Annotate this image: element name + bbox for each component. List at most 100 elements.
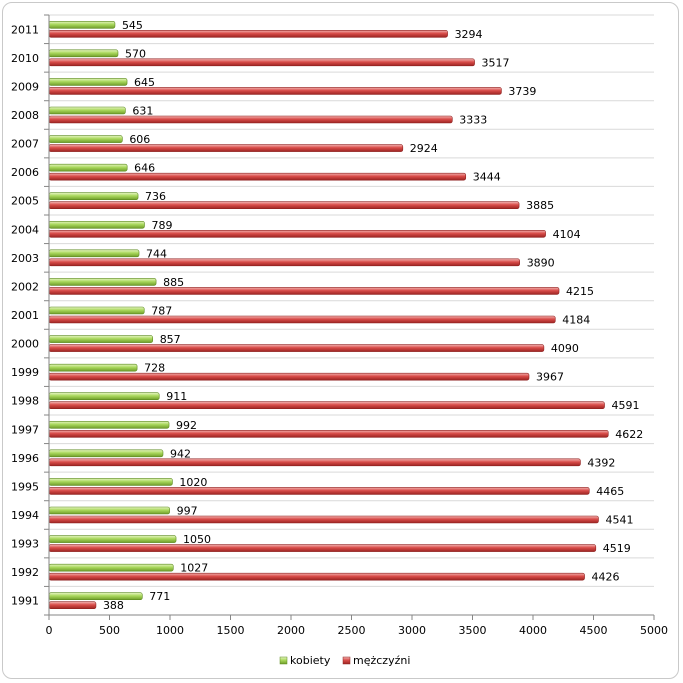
data-label-mezczyzni: 3967 [536,371,564,384]
data-label-mezczyzni: 4622 [615,428,643,441]
data-label-kobiety: 885 [163,276,184,289]
bar-kobiety [48,278,157,286]
data-label-kobiety: 1027 [180,562,208,575]
axes-layer: 0 500 1000 1500 2000 2500 3000 3500 4000 4500 5000 [44,14,668,637]
bar-mezczyzni [48,115,453,124]
bar-mezczyzni [48,372,530,381]
bars-layer [48,20,609,610]
legend: kobiety mężczyźni [279,654,410,667]
x-tick-label: 5000 [640,624,668,637]
bar-mezczyzni [48,58,475,67]
bar-mezczyzni [48,29,448,38]
x-tick-label: 4500 [580,624,608,637]
data-label-mezczyzni: 4392 [587,456,615,469]
data-label-kobiety: 1020 [179,476,207,489]
bar-mezczyzni [48,344,545,352]
data-label-mezczyzni: 388 [103,599,124,612]
data-label-kobiety: 570 [125,47,146,60]
category-label: 1994 [11,509,39,522]
bar-mezczyzni [48,229,546,238]
labels-layer: 1991 771 388 1992 1027 4426 1993 1050 4519 1994 99… [11,19,643,612]
data-label-mezczyzni: 4591 [612,399,640,412]
bar-kobiety [48,592,143,601]
category-label: 2007 [11,138,39,151]
bar-kobiety [48,506,170,515]
data-label-mezczyzni: 4465 [596,485,624,498]
data-label-kobiety: 736 [145,190,166,203]
category-label: 1997 [11,423,39,436]
category-label: 2009 [11,80,39,93]
x-tick-label: 2500 [338,624,366,637]
bar-mezczyzni [48,487,590,495]
category-label: 1993 [11,538,39,551]
bar-kobiety [48,163,128,172]
data-label-mezczyzni: 4215 [566,285,594,298]
data-label-mezczyzni: 3444 [473,171,501,184]
data-label-mezczyzni: 4184 [562,314,590,327]
legend-label-kobiety: kobiety [290,654,331,667]
category-label: 2001 [11,309,39,322]
category-label: 1999 [11,366,39,379]
bar-kobiety [48,420,170,429]
category-label: 2005 [11,195,39,208]
category-label: 1991 [11,595,39,608]
x-tick-label: 4000 [519,624,547,637]
category-label: 2000 [11,338,39,351]
bar-kobiety [48,392,160,401]
bar-kobiety [48,20,116,29]
bar-kobiety [48,220,145,229]
bar-mezczyzni [48,315,556,324]
data-label-kobiety: 997 [177,505,198,518]
data-label-mezczyzni: 4090 [551,342,579,355]
bar-mezczyzni [48,201,520,210]
bar-mezczyzni [48,544,597,552]
data-label-mezczyzni: 4519 [603,542,631,555]
category-label: 2003 [11,252,39,265]
data-label-kobiety: 606 [129,133,150,146]
x-tick-label: 1500 [217,624,245,637]
bar-mezczyzni [48,401,605,410]
data-label-kobiety: 744 [146,247,167,260]
data-label-mezczyzni: 3294 [455,28,483,41]
data-label-mezczyzni: 3885 [526,199,554,212]
bar-kobiety [48,135,123,143]
data-label-kobiety: 646 [134,162,155,175]
bar-kobiety [48,249,140,258]
x-tick-label: 3500 [459,624,487,637]
category-label: 1995 [11,480,39,493]
data-label-mezczyzni: 3890 [527,256,555,269]
bar-mezczyzni [48,172,467,181]
bar-mezczyzni [48,429,609,438]
bar-kobiety [48,563,174,572]
bar-mezczyzni [48,287,560,295]
bar-kobiety [48,78,128,86]
data-label-kobiety: 911 [166,390,187,403]
data-label-mezczyzni: 3739 [508,85,536,98]
data-label-mezczyzni: 4541 [605,514,633,527]
data-label-kobiety: 992 [176,419,197,432]
bar-mezczyzni [48,572,585,581]
data-label-kobiety: 1050 [183,533,211,546]
category-label: 2011 [11,23,39,36]
data-label-mezczyzni: 2924 [410,142,438,155]
category-label: 2008 [11,109,39,122]
bar-mezczyzni [48,458,581,467]
data-label-kobiety: 545 [122,19,143,32]
bar-kobiety [48,478,173,486]
category-label: 1996 [11,452,39,465]
category-label: 1998 [11,395,39,408]
data-label-kobiety: 789 [151,219,172,232]
bar-kobiety [48,306,145,315]
bar-kobiety [48,335,153,343]
bar-kobiety [48,192,139,201]
bar-mezczyzni [48,601,97,610]
data-label-mezczyzni: 3517 [482,56,510,69]
x-tick-label: 0 [46,624,53,637]
x-tick-label: 1000 [156,624,184,637]
legend-swatch-kobiety [279,656,288,665]
grid-layer [49,14,654,616]
data-label-kobiety: 645 [134,76,155,89]
data-label-kobiety: 787 [151,305,172,318]
category-label: 2004 [11,223,39,236]
